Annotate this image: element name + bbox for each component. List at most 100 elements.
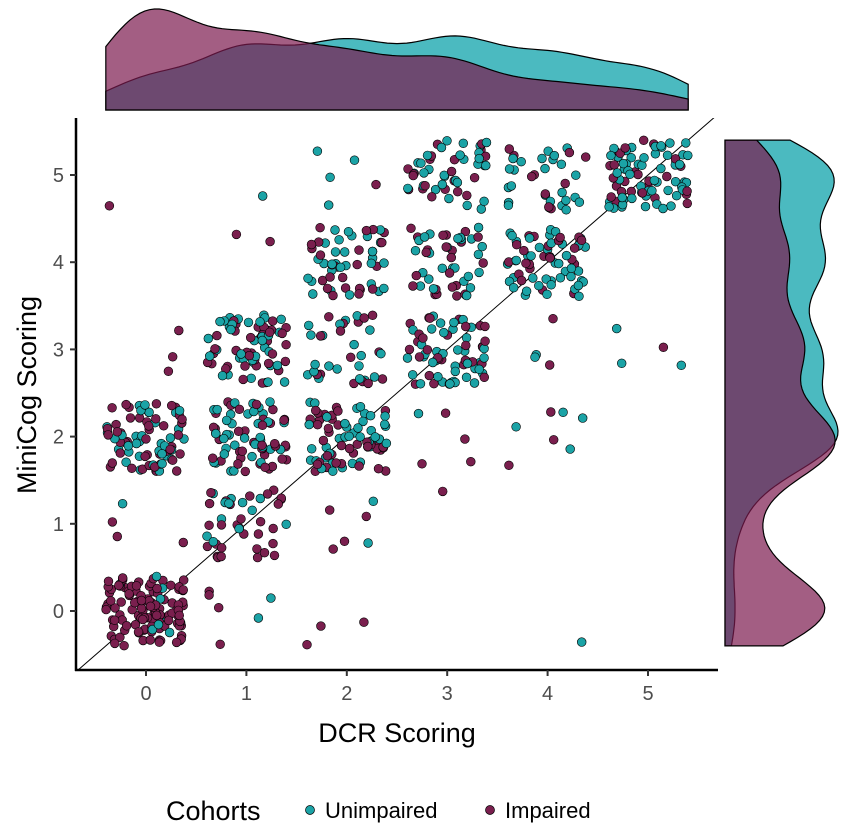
data-point-impaired: [411, 270, 421, 281]
data-point-impaired: [260, 462, 270, 472]
data-point-unimpaired: [308, 289, 318, 299]
data-point-impaired: [208, 453, 218, 463]
data-point-unimpaired: [511, 255, 521, 266]
data-point-impaired: [462, 190, 472, 201]
data-point-impaired: [167, 400, 177, 411]
data-point-unimpaired: [683, 150, 693, 161]
data-point-unimpaired: [365, 411, 376, 421]
data-point-impaired: [526, 171, 537, 182]
data-point-unimpaired: [117, 499, 128, 509]
data-point-impaired: [504, 460, 514, 470]
data-point-unimpaired: [537, 153, 547, 164]
data-point-unimpaired: [663, 185, 673, 196]
data-point-impaired: [206, 488, 216, 498]
data-point-unimpaired: [376, 349, 386, 359]
data-point-impaired: [268, 538, 278, 549]
data-point-unimpaired: [666, 201, 676, 211]
data-point-impaired: [168, 455, 178, 465]
data-point-unimpaired: [528, 273, 538, 283]
legend-label-unimpaired: Unimpaired: [325, 798, 438, 823]
data-point-impaired: [107, 517, 118, 527]
data-point-impaired: [377, 237, 387, 248]
data-point-impaired: [331, 458, 341, 468]
data-point-unimpaired: [428, 284, 439, 294]
data-point-impaired: [281, 340, 291, 350]
data-point-unimpaired: [340, 418, 350, 429]
data-point-unimpaired: [508, 153, 518, 164]
data-point-impaired: [216, 551, 226, 562]
data-point-impaired: [354, 461, 364, 471]
data-point-unimpaired: [627, 193, 637, 204]
data-point-unimpaired: [349, 155, 360, 165]
data-point-unimpaired: [355, 374, 365, 384]
data-point-unimpaired: [553, 258, 564, 269]
data-point-impaired: [633, 169, 643, 180]
data-point-impaired: [112, 531, 123, 542]
data-point-impaired: [363, 441, 373, 452]
data-point-unimpaired: [474, 267, 484, 278]
axes: 0 1 2 3 4 5 0 1 2 3 4 5: [53, 118, 718, 705]
data-point-unimpaired: [402, 353, 413, 363]
data-point-impaired: [125, 413, 136, 423]
data-point-unimpaired: [479, 196, 489, 207]
data-point-unimpaired: [147, 624, 158, 635]
data-point-unimpaired: [557, 187, 567, 198]
data-point-impaired: [546, 407, 556, 417]
data-point-unimpaired: [140, 400, 150, 410]
data-point-impaired: [336, 440, 347, 451]
data-point-impaired: [110, 638, 120, 649]
data-point-impaired: [270, 439, 280, 449]
data-point-unimpaired: [503, 200, 514, 211]
data-point-unimpaired: [354, 361, 364, 371]
data-point-impaired: [540, 189, 550, 199]
data-point-unimpaired: [208, 536, 219, 547]
data-point-unimpaired: [328, 466, 338, 476]
data-point-unimpaired: [335, 262, 346, 272]
data-point-unimpaired: [474, 153, 484, 164]
data-point-unimpaired: [410, 246, 421, 256]
data-point-unimpaired: [174, 406, 185, 416]
data-point-unimpaired: [649, 175, 660, 186]
data-point-impaired: [440, 408, 451, 418]
data-point-unimpaired: [481, 137, 492, 148]
data-point-unimpaired: [473, 222, 484, 233]
data-point-impaired: [316, 621, 326, 631]
data-point-impaired: [354, 245, 364, 255]
data-point-impaired: [569, 243, 580, 253]
data-point-impaired: [438, 230, 448, 241]
data-point-unimpaired: [121, 457, 131, 467]
data-point-unimpaired: [656, 163, 666, 174]
data-point-impaired: [404, 344, 415, 355]
data-point-unimpaired: [344, 431, 354, 441]
x-tick-label: 4: [542, 683, 553, 705]
data-point-impaired: [259, 547, 270, 558]
data-point-unimpaired: [450, 366, 460, 377]
right-marginal-density: [724, 139, 839, 647]
data-point-impaired: [138, 614, 148, 625]
data-point-impaired: [637, 188, 648, 198]
y-axis-title: MiniCog Scoring: [12, 296, 42, 494]
data-point-unimpaired: [358, 416, 368, 427]
data-point-impaired: [325, 272, 335, 282]
data-point-unimpaired: [366, 258, 376, 268]
data-point-unimpaired: [504, 164, 515, 174]
data-point-unimpaired: [481, 160, 491, 171]
data-point-unimpaired: [526, 251, 536, 261]
data-point-unimpaired: [165, 433, 176, 443]
data-point-unimpaired: [558, 407, 568, 417]
data-point-impaired: [204, 498, 215, 509]
data-point-impaired: [312, 420, 323, 430]
data-point-unimpaired: [479, 353, 489, 363]
data-point-impaired: [422, 345, 433, 355]
data-point-impaired: [306, 239, 317, 250]
data-point-impaired: [116, 597, 126, 607]
data-point-impaired: [480, 321, 490, 332]
y-tick-label: 2: [53, 427, 64, 449]
data-point-impaired: [367, 310, 378, 320]
data-point-impaired: [164, 615, 174, 626]
data-point-impaired: [302, 639, 312, 650]
data-point-unimpaired: [577, 413, 588, 423]
data-point-impaired: [322, 451, 333, 461]
data-point-unimpaired: [618, 158, 629, 169]
data-point-impaired: [107, 458, 118, 468]
